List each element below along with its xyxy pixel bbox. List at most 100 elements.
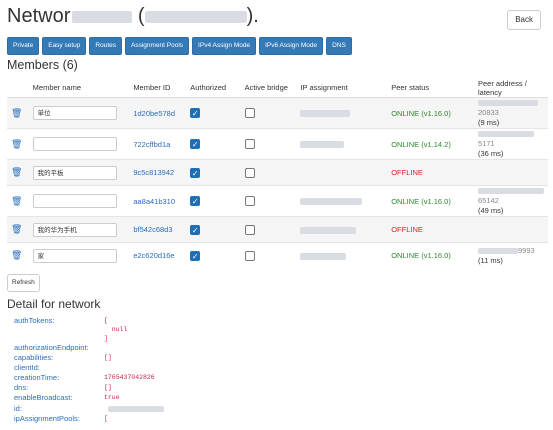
detail-value: true bbox=[104, 394, 120, 401]
member-row: 🗑 我的华为手机 bf542c68d3 ✓ OFFLINE bbox=[7, 216, 548, 243]
active-bridge-checkbox[interactable] bbox=[244, 224, 255, 235]
peer-latency: (9 ms) bbox=[478, 118, 500, 127]
peer-status: ONLINE (v1.16.0) bbox=[391, 108, 451, 118]
redacted-ip bbox=[300, 198, 363, 206]
redacted-network-id-value bbox=[108, 406, 164, 412]
title-suffix: ). bbox=[246, 5, 259, 27]
peer-address: 5171 (36 ms) bbox=[478, 129, 544, 159]
member-name-input[interactable]: 我的华为手机 bbox=[32, 222, 117, 237]
peer-address: 20833 (9 ms) bbox=[478, 98, 544, 128]
peer-status: ONLINE (v1.16.0) bbox=[391, 196, 451, 206]
delete-member-icon[interactable]: 🗑 bbox=[11, 224, 23, 234]
header: Networ (). Back bbox=[0, 0, 553, 32]
delete-member-icon[interactable]: 🗑 bbox=[11, 167, 23, 177]
peer-status: ONLINE (v1.16.0) bbox=[391, 251, 451, 260]
back-button[interactable]: Back bbox=[507, 10, 541, 30]
detail-value: [ bbox=[104, 415, 108, 422]
address-port: 65142 bbox=[478, 196, 499, 205]
page-title: Networ (). bbox=[7, 5, 259, 27]
authorized-checkbox[interactable]: ✓ bbox=[190, 250, 201, 261]
dns-button[interactable]: DNS bbox=[326, 37, 352, 55]
col-member-name[interactable]: Member name bbox=[28, 78, 130, 98]
peer-status: OFFLINE bbox=[391, 168, 423, 177]
refresh-button[interactable]: Refresh bbox=[7, 274, 40, 292]
member-id-link[interactable]: 9c5c813942 bbox=[133, 168, 175, 177]
redacted-network-name bbox=[144, 10, 247, 23]
detail-heading: Detail for network bbox=[7, 297, 101, 311]
peer-status: OFFLINE bbox=[391, 225, 423, 234]
active-bridge-checkbox[interactable] bbox=[244, 250, 255, 261]
col-authorized[interactable]: Authorized bbox=[186, 78, 241, 98]
delete-member-icon[interactable]: 🗑 bbox=[11, 250, 23, 260]
col-peer-status[interactable]: Peer status bbox=[387, 78, 474, 98]
member-row: 🗑 单位 1d20be578d ✓ ONLINE (v1.16.0) 20833 (9 ms… bbox=[7, 97, 548, 129]
detail-key: authorizationEndpoint: bbox=[14, 343, 89, 352]
redacted-network-id bbox=[72, 10, 133, 23]
detail-value: ] bbox=[104, 335, 108, 342]
redacted-address bbox=[478, 131, 534, 138]
assignment-pools-button[interactable]: Assignment Pools bbox=[125, 37, 190, 55]
authorized-checkbox[interactable]: ✓ bbox=[190, 139, 201, 149]
peer-status: ONLINE (v1.14.2) bbox=[391, 139, 451, 149]
peer-address bbox=[478, 225, 544, 235]
routes-button[interactable]: Routes bbox=[89, 37, 123, 55]
peer-latency: (36 ms) bbox=[478, 149, 504, 158]
member-name-input[interactable] bbox=[32, 194, 117, 208]
member-name-input[interactable] bbox=[32, 137, 117, 151]
authorized-checkbox[interactable]: ✓ bbox=[190, 167, 201, 178]
active-bridge-checkbox[interactable] bbox=[244, 108, 255, 118]
col-member-id[interactable]: Member ID bbox=[129, 78, 187, 98]
active-bridge-checkbox[interactable] bbox=[244, 196, 255, 206]
detail-key: id: bbox=[14, 404, 22, 413]
member-id-link[interactable]: e2c620d16e bbox=[133, 251, 175, 260]
peer-address: 65142 (49 ms) bbox=[478, 186, 544, 216]
detail-value: null bbox=[104, 326, 128, 333]
members-heading: Members (6) bbox=[7, 58, 78, 72]
detail-value: 1765437042826 bbox=[104, 374, 155, 381]
member-row: 🗑 aa8a41b310 ✓ ONLINE (v1.16.0) 65142 (49 ms) bbox=[7, 185, 548, 217]
authorized-checkbox[interactable]: ✓ bbox=[190, 196, 201, 206]
redacted-address bbox=[478, 188, 544, 195]
col-ip-assignment[interactable]: IP assignment bbox=[296, 78, 388, 98]
members-table: Member name Member ID Authorized Active … bbox=[7, 78, 548, 268]
authorized-checkbox[interactable]: ✓ bbox=[190, 224, 201, 235]
delete-member-icon[interactable]: 🗑 bbox=[11, 138, 23, 149]
detail-value: [] bbox=[104, 384, 112, 391]
network-settings-toolbar: Private Easy setup Routes Assignment Pools I… bbox=[7, 34, 355, 55]
authorized-checkbox[interactable]: ✓ bbox=[190, 108, 201, 118]
detail-key: dns: bbox=[14, 383, 29, 392]
active-bridge-checkbox[interactable] bbox=[244, 167, 255, 178]
members-table-header: Member name Member ID Authorized Active … bbox=[7, 78, 548, 98]
peer-address bbox=[478, 168, 544, 178]
member-name-input[interactable]: 家 bbox=[32, 248, 117, 263]
detail-key: authTokens: bbox=[14, 316, 55, 325]
private-button[interactable]: Private bbox=[7, 37, 40, 55]
ipv4-assign-mode-button[interactable]: IPv4 Assign Mode bbox=[192, 37, 257, 55]
member-row: 🗑 722cffbd1a ✓ ONLINE (v1.14.2) 5171 (36 ms) bbox=[7, 128, 548, 160]
member-id-link[interactable]: 1d20be578d bbox=[133, 108, 176, 118]
ipv6-assign-mode-button[interactable]: IPv6 Assign Mode bbox=[259, 37, 324, 55]
redacted-ip bbox=[300, 252, 347, 260]
detail-value: [ bbox=[104, 317, 108, 324]
peer-latency: (49 ms) bbox=[478, 206, 504, 215]
redacted-address bbox=[478, 100, 538, 107]
delete-member-icon[interactable]: 🗑 bbox=[11, 107, 23, 118]
delete-member-icon[interactable]: 🗑 bbox=[11, 195, 23, 206]
member-name-input[interactable]: 单位 bbox=[32, 106, 117, 120]
easy-setup-button[interactable]: Easy setup bbox=[42, 37, 87, 55]
detail-key: creationTime: bbox=[14, 373, 60, 382]
member-id-link[interactable]: bf542c68d3 bbox=[133, 225, 173, 234]
address-port: 5171 bbox=[478, 139, 495, 148]
member-name-input[interactable]: 我的平板 bbox=[32, 165, 117, 180]
redacted-ip bbox=[300, 141, 345, 149]
member-id-link[interactable]: 722cffbd1a bbox=[133, 139, 171, 149]
detail-key: capabilities: bbox=[14, 353, 54, 362]
col-active-bridge[interactable]: Active bridge bbox=[240, 78, 297, 98]
member-row: 🗑 家 e2c620d16e ✓ ONLINE (v1.16.0) 9993 (11 ms) bbox=[7, 242, 548, 268]
col-peer-address[interactable]: Peer address / latency bbox=[474, 78, 548, 98]
member-id-link[interactable]: aa8a41b310 bbox=[133, 196, 176, 206]
detail-key: clientId: bbox=[14, 363, 40, 372]
peer-address: 9993 (11 ms) bbox=[478, 246, 544, 266]
member-row: 🗑 我的平板 9c5c813942 ✓ OFFLINE bbox=[7, 159, 548, 186]
active-bridge-checkbox[interactable] bbox=[244, 139, 255, 149]
